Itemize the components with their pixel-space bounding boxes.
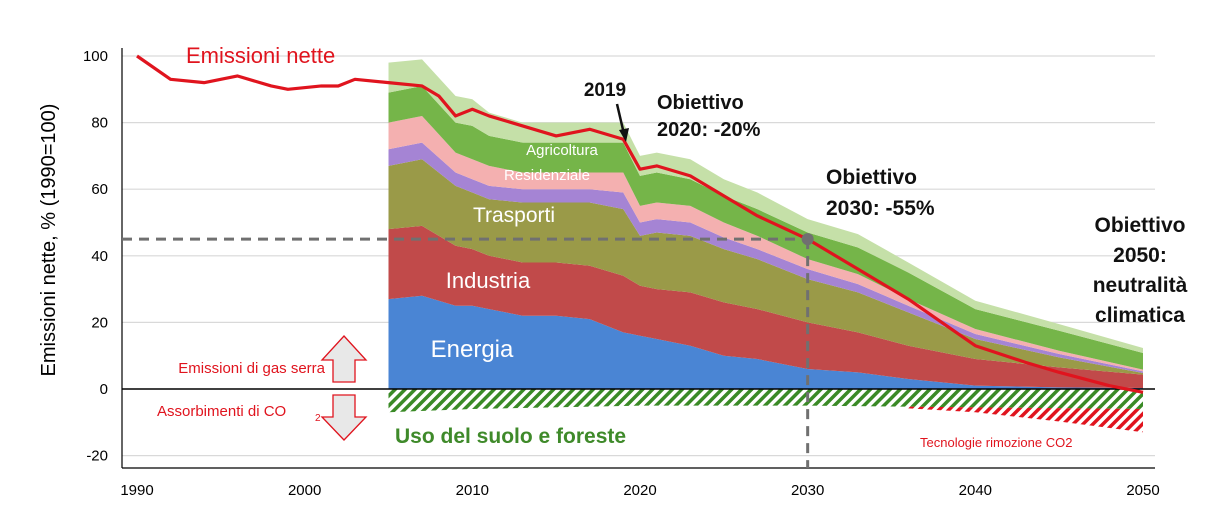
label-agricoltura: Agricoltura [526,142,598,159]
arrow-2019-head [619,128,629,142]
y-tick-label: 100 [83,48,108,65]
area-industria [388,225,1143,389]
area-energia [388,295,1143,389]
x-tick-label: 2020 [623,482,656,499]
x-tick-label: 2030 [791,482,824,499]
label-industria: Industria [446,268,531,293]
x-tick-label: 2040 [959,482,992,499]
label-obiettivo-2030: Obiettivo [826,166,917,189]
target-2030-point [801,233,814,246]
label-obiettivo-2020: 2020: -20% [657,119,761,141]
x-axis: 1990 2000 2010 2020 2030 2040 2050 [120,467,1160,499]
y-tick-label: 60 [91,181,108,198]
y-axis: 100 80 60 40 20 0 -20 [83,48,123,468]
label-obiettivo-2050: climatica [1095,304,1185,327]
y-tick-label: 40 [91,248,108,265]
area-residenziale [388,115,1143,372]
series-lines [122,54,1155,468]
label-obiettivo-2050: neutralità [1093,274,1188,297]
x-tick-label: 2010 [456,482,489,499]
y-tick-label: 80 [91,115,108,132]
arrow-down-absorption [320,394,368,441]
label-energia: Energia [431,336,514,363]
label-residenziale: Residenziale [504,167,590,184]
area-layer-3 [388,142,1143,374]
label-trasporti: Trasporti [473,204,555,227]
label-obiettivo-2050: Obiettivo [1094,214,1185,237]
label-emissioni-gas-serra: Emissioni di gas serra [178,360,325,377]
y-tick-label: 20 [91,314,108,331]
label-assorbimenti-sub: 2 [315,413,321,424]
label-uso-suolo-foreste: Uso del suolo e foreste [395,425,626,448]
absorption-areas [388,389,1143,433]
area-agricoltura [388,85,1143,370]
area-uso-suolo-foreste [388,389,1143,413]
x-tick-label: 2000 [288,482,321,499]
y-axis-label: Emissioni nette, % (1990=100) [38,104,60,377]
annotations: Emissioni nette Energia Industria Trasporti… [157,43,1188,450]
area-trasporti [388,159,1143,375]
arrow-2019-shaft [615,103,626,135]
label-assorbimenti: Assorbimenti di CO [157,403,286,420]
area-tecnologie-rimozione [908,406,1143,433]
y-tick-label: 0 [100,381,108,398]
label-emissioni-nette: Emissioni nette [186,43,335,68]
label-obiettivo-2050: 2050: [1113,244,1167,267]
label-obiettivo-2030: 2030: -55% [826,197,935,220]
label-obiettivo-2020: Obiettivo [657,92,744,114]
label-2019: 2019 [584,80,626,101]
line-emissioni-nette [136,54,1144,394]
y-tick-label: -20 [86,448,108,465]
label-tecnologie-rimozione: Tecnologie rimozione CO2 [920,435,1072,450]
arrow-up-emissions [320,335,368,383]
x-tick-label: 1990 [120,482,153,499]
x-tick-label: 2050 [1126,482,1159,499]
